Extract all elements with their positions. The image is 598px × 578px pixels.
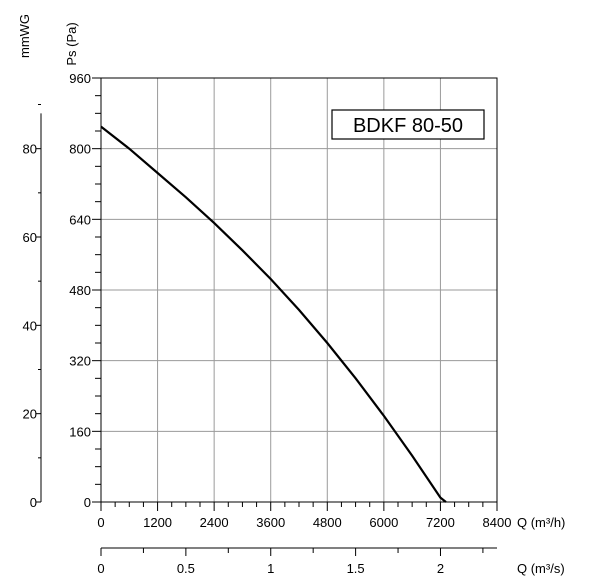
y-axis-pa: 0 160 320 480 640 800 960 [69, 71, 101, 510]
y-axis-mmwg: 0 20 40 60 80 [23, 104, 42, 510]
x-axis-m3h-tick-label: 8400 [483, 515, 512, 530]
x-axis-m3h-tick-label: 7200 [426, 515, 455, 530]
y-axis-mmwg-tick-label: 20 [23, 407, 37, 422]
y-axis-pa-tick-label: 800 [69, 142, 91, 157]
model-label-box [331, 109, 485, 140]
x-axis-m3h-tick-label: 0 [97, 515, 104, 530]
x-axis-m3h-tick-label: 3600 [256, 515, 285, 530]
x-axis-m3h-title: Q (m³/h) [517, 515, 565, 530]
model-label: BDKF 80-50 [353, 115, 463, 137]
x-axis-m3s: 0 0.5 1 1.5 2 [97, 547, 497, 576]
x-axis-m3s-tick-label: 1.5 [347, 561, 365, 576]
x-axis-m3s-tick-label: 0.5 [177, 561, 195, 576]
x-axis-m3h: 0 1200 2400 3600 4800 6000 7200 8400 [97, 502, 511, 530]
x-axis-m3h-tick-label: 6000 [369, 515, 398, 530]
y-axis-mmwg-tick-label: 40 [23, 318, 37, 333]
y-axis-pa-tick-label: 480 [69, 283, 91, 298]
y-axis-pa-tick-label: 320 [69, 354, 91, 369]
y-axis-mmwg-tick-label: 80 [23, 142, 37, 157]
x-axis-m3s-tick-label: 0 [97, 561, 104, 576]
x-axis-m3h-tick-label: 4800 [313, 515, 342, 530]
x-axis-m3h-tick-label: 1200 [143, 515, 172, 530]
y-axis-mmwg-tick-label: 0 [30, 495, 37, 510]
y-axis-mmwg-title: mmWG [17, 14, 32, 58]
y-axis-pa-tick-label: 160 [69, 424, 91, 439]
x-axis-m3s-title: Q (m³/s) [517, 561, 565, 576]
y-axis-pa-tick-label: 960 [69, 71, 91, 86]
x-axis-m3s-tick-label: 2 [437, 561, 444, 576]
x-axis-m3s-tick-label: 1 [267, 561, 274, 576]
series-line-fan-curve [100, 125, 447, 503]
x-axis-m3h-tick-label: 2400 [200, 515, 229, 530]
y-axis-pa-tick-label: 640 [69, 212, 91, 227]
y-axis-pa-tick-label: 0 [84, 495, 91, 510]
y-axis-mmwg-tick-label: 60 [23, 230, 37, 245]
grid-lines [100, 77, 498, 503]
y-axis-pa-title: Ps (Pa) [64, 22, 79, 65]
